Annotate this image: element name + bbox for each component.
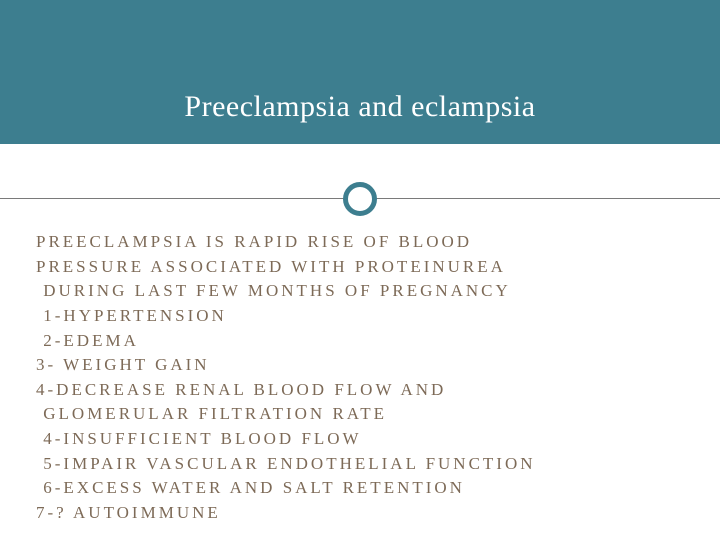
body-line: 7-? AUTOIMMUNE	[36, 501, 684, 526]
circle-badge-icon	[343, 182, 377, 216]
body-line: 4-INSUFFICIENT BLOOD FLOW	[36, 427, 684, 452]
body-line: 4-DECREASE RENAL BLOOD FLOW AND	[36, 378, 684, 403]
body-line: PREECLAMPSIA IS RAPID RISE OF BLOOD	[36, 230, 684, 255]
body-line: DURING LAST FEW MONTHS OF PREGNANCY	[36, 279, 684, 304]
body-line: 5-IMPAIR VASCULAR ENDOTHELIAL FUNCTION	[36, 452, 684, 477]
body-line: PRESSURE ASSOCIATED WITH PROTEINUREA	[36, 255, 684, 280]
body-line: 1-HYPERTENSION	[36, 304, 684, 329]
title-band: Preeclampsia and eclampsia	[0, 0, 720, 144]
slide: Preeclampsia and eclampsia PREECLAMPSIA …	[0, 0, 720, 540]
body-line: 6-EXCESS WATER AND SALT RETENTION	[36, 476, 684, 501]
body-line: 3- WEIGHT GAIN	[36, 353, 684, 378]
body-line: GLOMERULAR FILTRATION RATE	[36, 402, 684, 427]
slide-title: Preeclampsia and eclampsia	[0, 90, 720, 124]
body-text-area: PREECLAMPSIA IS RAPID RISE OF BLOOD PRES…	[36, 230, 684, 526]
body-line: 2-EDEMA	[36, 329, 684, 354]
